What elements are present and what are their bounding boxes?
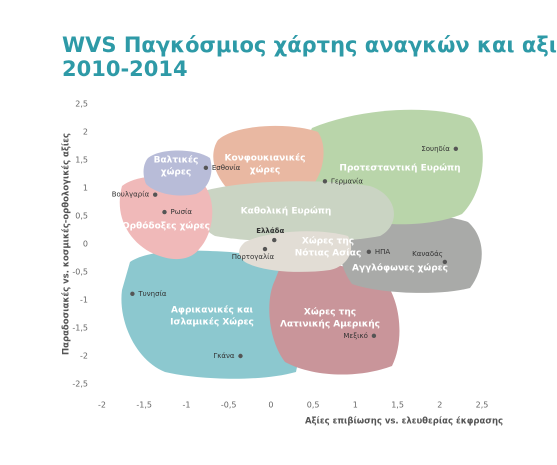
- x-tick-label: 2,5: [476, 401, 489, 410]
- point: [162, 209, 167, 215]
- x-tick-label: -1: [182, 401, 190, 410]
- x-tick-label: 0,5: [307, 401, 320, 410]
- y-tick-label: -1: [80, 296, 88, 305]
- point-label: Γερμανία: [331, 177, 363, 185]
- region-south-asia: [238, 231, 352, 272]
- point: [130, 291, 135, 297]
- region-label: Βαλτικές: [154, 155, 199, 166]
- region-label: Κονφουκιανικές: [224, 153, 305, 164]
- point-label: Σουηδία: [421, 145, 450, 153]
- point: [262, 246, 268, 252]
- point-label: Μεξικό: [343, 332, 368, 340]
- point-label: ΗΠΑ: [375, 248, 391, 256]
- y-tick-label: 1: [83, 184, 88, 193]
- region-baltic: [143, 150, 212, 196]
- chart-title: 2010-2014: [62, 57, 188, 81]
- y-tick-label: -2,5: [72, 380, 88, 389]
- x-tick-label: -2: [98, 401, 106, 410]
- region-shapes: [119, 109, 483, 379]
- point-label: Βουλγαρία: [112, 191, 150, 199]
- region-label: Ορθόδοξες χώρες: [122, 221, 210, 232]
- y-axis-title: Παραδοσιακές vs. κοσμικές-ορθολογικές αξ…: [61, 133, 72, 355]
- point-label: Τυνησία: [137, 290, 166, 298]
- point-label: Πορτογαλία: [232, 253, 275, 261]
- point-label: Ελλάδα: [256, 227, 284, 235]
- x-tick-label: 2: [437, 401, 442, 410]
- point: [203, 165, 209, 171]
- region-label: χώρες: [161, 167, 191, 178]
- region-orthodox: [119, 176, 213, 260]
- point: [153, 192, 158, 197]
- point: [442, 259, 448, 265]
- region-latin-america: [269, 261, 400, 375]
- point-label: Εσθονία: [212, 164, 241, 172]
- chart-title: WVS Παγκόσμιος χάρτης αναγκών και αξιών: [62, 33, 557, 57]
- x-tick-label: -1,5: [136, 401, 152, 410]
- point: [322, 179, 328, 184]
- point: [238, 353, 243, 359]
- y-tick-label: -1,5: [72, 324, 88, 333]
- x-tick-label: 0: [268, 401, 273, 410]
- region-label: Καθολική Ευρώπη: [241, 206, 332, 217]
- x-tick-label: 1,5: [391, 401, 404, 410]
- x-tick-label: -0,5: [221, 401, 237, 410]
- region-label: Προτεσταντική Ευρώπη: [339, 163, 460, 174]
- y-tick-label: 0,5: [75, 212, 88, 221]
- x-tick-label: 1: [353, 401, 358, 410]
- region-label: Λατινικής Αμερικής: [280, 320, 380, 330]
- y-tick-label: 1,5: [75, 156, 88, 165]
- y-tick-label: 2,5: [75, 100, 88, 109]
- x-axis-title: Αξίες επιβίωσης vs. ελευθερίας έκφρασης: [305, 416, 503, 427]
- region-label: Αφρικανικές και: [171, 305, 254, 316]
- region-label: Νότιας Ασίας: [295, 248, 362, 259]
- y-tick-label: -2: [80, 352, 88, 361]
- point: [453, 146, 459, 151]
- point: [371, 333, 377, 339]
- y-tick-label: 0: [83, 240, 88, 249]
- region-catholic: [195, 181, 394, 242]
- region-label: Χώρες της: [302, 236, 354, 247]
- region-confucian: [213, 125, 324, 199]
- y-tick-label: -0,5: [72, 268, 88, 277]
- point: [272, 237, 277, 243]
- region-label: Ισλαμικές Χώρες: [170, 317, 254, 328]
- point: [366, 249, 372, 255]
- point-label: Ρωσία: [170, 208, 192, 216]
- region-african-islamic: [121, 250, 306, 379]
- region-label: Αγγλόφωνες χώρες: [352, 263, 448, 274]
- region-label: χώρες: [250, 165, 280, 176]
- point-label: Γκάνα: [213, 352, 235, 360]
- point-label: Καναδάς: [412, 250, 443, 258]
- region-label: Χώρες της: [304, 307, 356, 318]
- y-tick-label: 2: [83, 128, 88, 137]
